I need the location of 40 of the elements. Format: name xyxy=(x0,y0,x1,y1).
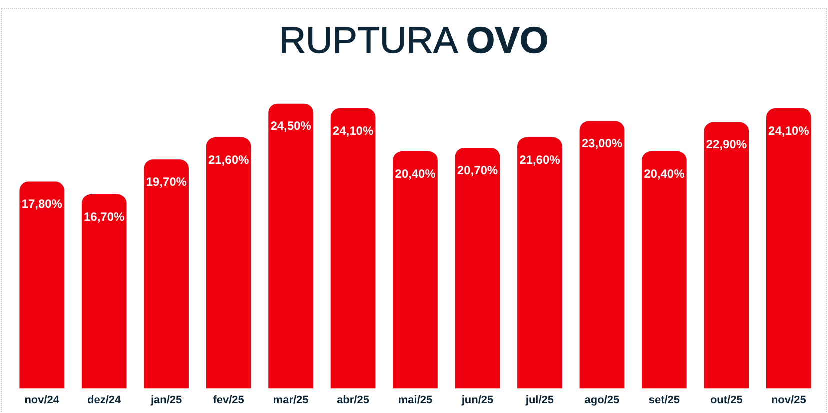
data-label: 24,50% xyxy=(270,119,312,134)
bar xyxy=(206,138,252,389)
data-label: 20,40% xyxy=(395,166,436,181)
x-tick-label: fev/25 xyxy=(213,394,244,406)
x-tick-label: mar/25 xyxy=(273,394,309,406)
x-tick-label: jan/25 xyxy=(150,394,182,406)
bar xyxy=(330,108,376,389)
x-tick-label: mai/25 xyxy=(398,394,433,406)
bar xyxy=(580,121,625,389)
data-label: 24,10% xyxy=(332,124,374,138)
x-tick-label: jun/25 xyxy=(460,394,494,406)
bar xyxy=(455,148,500,389)
bar xyxy=(144,160,189,389)
data-label: 21,60% xyxy=(208,152,250,167)
x-tick-label: jul/25 xyxy=(524,394,554,406)
data-label: 22,90% xyxy=(706,138,748,152)
data-label: 20,40% xyxy=(644,166,686,181)
x-tick-label: dez/24 xyxy=(88,394,122,406)
bar xyxy=(268,104,314,389)
bar xyxy=(766,108,812,389)
data-label: 24,10% xyxy=(768,124,810,138)
data-label: 19,70% xyxy=(146,174,188,189)
x-tick-label: abr/25 xyxy=(337,394,370,406)
x-tick-label: nov/24 xyxy=(24,394,60,406)
data-label: 20,70% xyxy=(457,163,498,178)
x-tick-label: nov/25 xyxy=(771,394,806,406)
bar xyxy=(518,138,562,389)
bar xyxy=(393,152,438,389)
data-label: 17,80% xyxy=(22,197,63,212)
data-label: 16,70% xyxy=(84,210,126,224)
data-label: 23,00% xyxy=(582,136,623,151)
data-label: 21,60% xyxy=(520,152,561,167)
bar xyxy=(642,152,687,389)
x-tick-label: set/25 xyxy=(648,394,680,406)
bar xyxy=(20,182,65,389)
x-tick-label: ago/25 xyxy=(584,394,620,406)
chart-title: RUPTURA OVO xyxy=(279,20,549,61)
bar xyxy=(82,194,127,389)
x-tick-label: out/25 xyxy=(710,394,743,406)
bar xyxy=(704,122,750,389)
